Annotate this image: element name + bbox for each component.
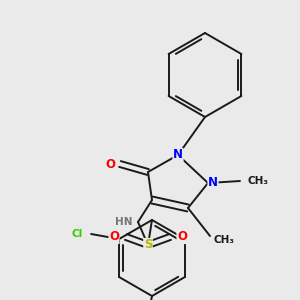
Text: CH₃: CH₃ [248, 176, 268, 186]
Text: N: N [173, 148, 183, 161]
Text: O: O [177, 230, 187, 244]
Text: Cl: Cl [71, 229, 83, 239]
Text: O: O [105, 158, 115, 170]
Text: O: O [109, 230, 119, 244]
Text: S: S [144, 238, 152, 251]
Text: HN: HN [115, 217, 133, 227]
Text: N: N [208, 176, 218, 190]
Text: CH₃: CH₃ [214, 235, 235, 245]
